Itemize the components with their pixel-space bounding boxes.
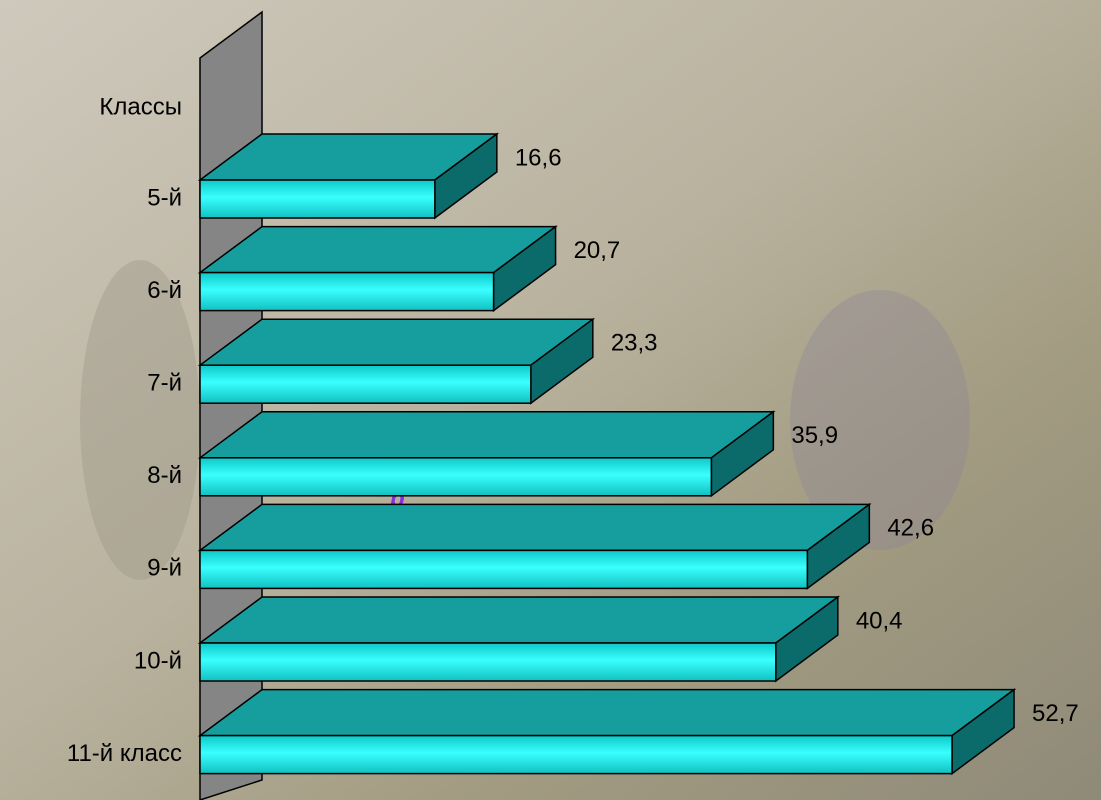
y-tick-label: 7-й xyxy=(147,370,182,397)
bar xyxy=(199,734,953,775)
background-figure xyxy=(80,260,200,580)
bar xyxy=(199,457,713,497)
y-tick-label: 11-й класс xyxy=(67,740,182,767)
y-tick-label: 9-й xyxy=(147,555,182,582)
category-axis-title: Классы xyxy=(99,93,182,120)
y-tick-label: 8-й xyxy=(147,462,182,489)
bar-top xyxy=(197,688,1017,737)
bar xyxy=(199,549,809,590)
bar-top xyxy=(197,596,841,644)
bar xyxy=(199,364,532,404)
value-label: 40,4 xyxy=(856,607,903,634)
value-label: 52,7 xyxy=(1032,700,1079,727)
value-label: 42,6 xyxy=(887,515,934,542)
bar xyxy=(199,271,495,312)
y-tick-label: 6-й xyxy=(147,277,182,304)
background-figure xyxy=(790,290,970,550)
bar-top xyxy=(197,503,872,552)
value-label: 23,3 xyxy=(611,330,658,357)
value-label: 35,9 xyxy=(791,422,838,449)
bar xyxy=(199,642,777,682)
back-wall xyxy=(199,10,263,800)
y-tick-label: 5-й xyxy=(147,184,182,211)
bar xyxy=(199,179,436,219)
value-label: 20,7 xyxy=(574,237,621,264)
value-label: 16,6 xyxy=(515,144,562,171)
bar-top xyxy=(197,318,596,366)
y-tick-label: 10-й xyxy=(134,647,182,674)
bar-top xyxy=(197,411,776,459)
